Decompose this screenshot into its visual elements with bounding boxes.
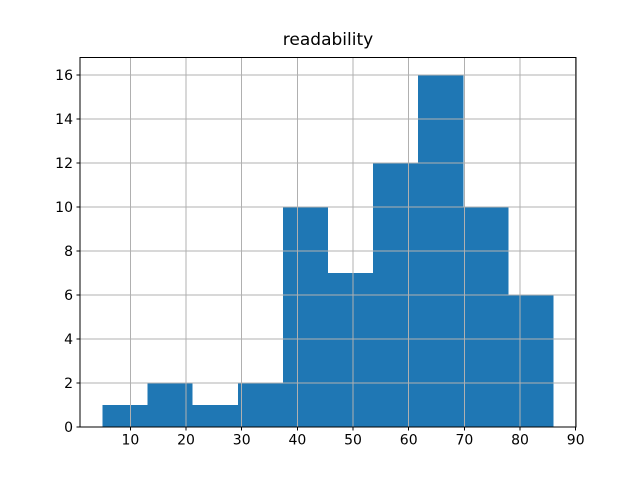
x-tick-label: 50	[344, 433, 362, 449]
y-tick-label: 8	[64, 244, 73, 260]
x-tick-label: 80	[511, 433, 529, 449]
chart-title: readability	[282, 30, 374, 50]
y-tick-label: 14	[55, 112, 73, 128]
plot-frame	[79, 57, 577, 428]
histogram-bar	[192, 405, 238, 428]
y-tick-label: 6	[64, 288, 73, 304]
histogram-bar	[147, 383, 193, 428]
y-tick-label: 4	[64, 332, 73, 348]
x-tick-label: 90	[567, 433, 585, 449]
x-tick-label: 30	[233, 433, 251, 449]
x-tick-label: 40	[288, 433, 306, 449]
y-tick-label: 12	[55, 156, 73, 172]
x-tick-label: 60	[400, 433, 418, 449]
histogram-bar	[508, 295, 554, 428]
histogram-bar	[102, 405, 148, 428]
y-tick-label: 10	[55, 200, 73, 216]
x-tick-label: 10	[121, 433, 139, 449]
x-tick-label: 70	[455, 433, 473, 449]
histogram-bar	[282, 207, 328, 428]
histogram-bar	[463, 207, 509, 428]
histogram-bar	[328, 273, 374, 428]
x-tick-label: 20	[177, 433, 195, 449]
y-tick-label: 16	[55, 68, 73, 84]
histogram-bar	[237, 383, 283, 428]
y-tick-label: 0	[64, 420, 73, 436]
y-tick-label: 2	[64, 376, 73, 392]
